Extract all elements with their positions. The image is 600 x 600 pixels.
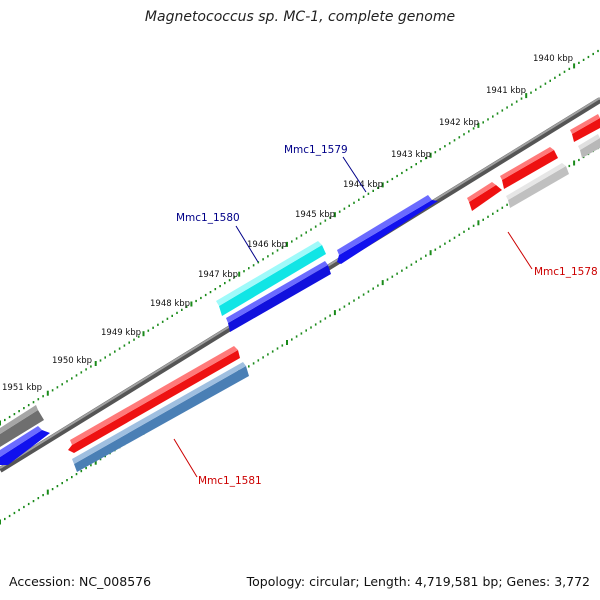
kbp-label: 1948 kbp — [150, 299, 190, 309]
label-connector — [235, 225, 259, 263]
gene-mmc1-1581[interactable] — [68, 346, 240, 453]
gene-mmc1-1579[interactable] — [337, 195, 438, 264]
gene-label-mmc1-1581[interactable]: Mmc1_1581 — [198, 475, 262, 487]
kbp-label: 1947 kbp — [198, 270, 238, 280]
kbp-label: 1942 kbp — [439, 118, 479, 128]
label-connector — [342, 156, 367, 193]
gene-mmc1-1578[interactable] — [500, 147, 558, 189]
gene-gray-right-edge[interactable] — [578, 134, 600, 158]
kbp-label: 1943 kbp — [391, 150, 431, 160]
label-connector — [507, 231, 533, 270]
kbp-label: 1949 kbp — [101, 328, 141, 338]
kbp-label: 1941 kbp — [486, 86, 526, 96]
gene-red-small[interactable] — [467, 182, 502, 211]
label-connector — [173, 438, 198, 478]
gene-light-gray[interactable] — [506, 163, 569, 208]
kbp-label-group: 1940 kbp 1941 kbp 1942 kbp 1943 kbp 1944… — [2, 54, 573, 393]
kbp-label: 1944 kbp — [343, 180, 383, 190]
gene-label-mmc1-1580[interactable]: Mmc1_1580 — [176, 212, 240, 224]
kbp-label: 1950 kbp — [52, 356, 92, 366]
inner-tick-ring — [0, 146, 599, 525]
gene-mmc1-1580[interactable] — [216, 241, 326, 316]
topology-text: Topology: circular; Length: 4,719,581 bp… — [246, 574, 590, 589]
kbp-label: 1946 kbp — [247, 240, 287, 250]
kbp-label: 1945 kbp — [295, 210, 335, 220]
accession-text: Accession: NC_008576 — [9, 574, 152, 589]
gene-steel-blue[interactable] — [72, 362, 249, 472]
gene-blue-mid[interactable] — [226, 261, 331, 332]
gene-blue-far-left[interactable] — [0, 426, 50, 465]
outer-tick-ring — [0, 49, 599, 426]
gene-red-right-edge[interactable] — [570, 114, 600, 142]
gene-dark-gray-far-left[interactable] — [0, 405, 44, 447]
kbp-label: 1940 kbp — [533, 54, 573, 64]
gene-label-mmc1-1579[interactable]: Mmc1_1579 — [284, 144, 348, 156]
gene-label-mmc1-1578[interactable]: Mmc1_1578 — [534, 266, 598, 278]
kbp-label: 1951 kbp — [2, 383, 42, 393]
map-title: Magnetococcus sp. MC-1, complete genome — [144, 9, 456, 25]
